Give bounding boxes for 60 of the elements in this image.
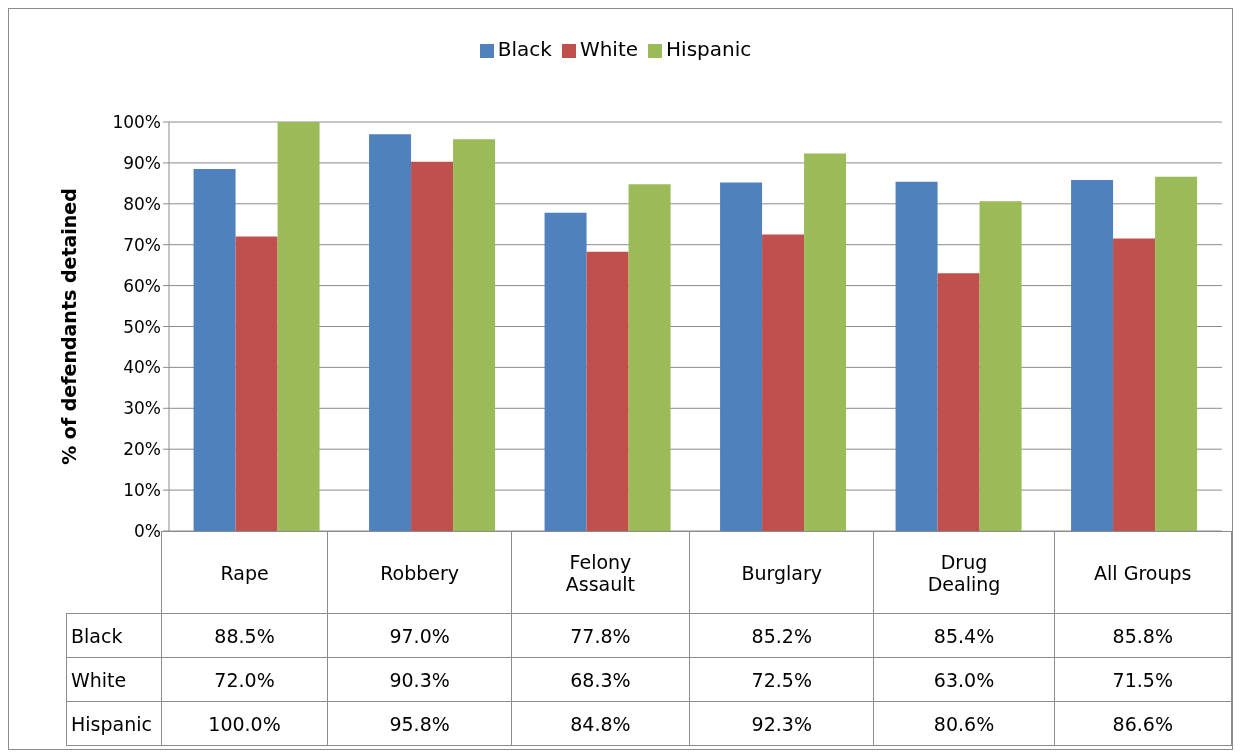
data-label: 77.8% — [511, 613, 690, 658]
x-tick-label: Felony Assault — [511, 531, 690, 614]
x-tick-label: All Groups — [1054, 531, 1232, 614]
bar — [544, 212, 587, 531]
bar — [979, 201, 1022, 531]
y-tick-label: 80% — [123, 193, 161, 214]
bar — [628, 184, 671, 531]
data-label: 92.3% — [689, 701, 874, 746]
x-tick-label: Rape — [161, 531, 328, 614]
y-tick-label: 0% — [134, 521, 161, 542]
data-label: 95.8% — [327, 701, 512, 746]
data-label: 85.2% — [689, 613, 874, 658]
y-tick-label: 30% — [123, 398, 161, 419]
bar — [804, 153, 847, 531]
bar — [453, 139, 496, 531]
bar — [235, 236, 278, 531]
data-label: 85.8% — [1054, 613, 1232, 658]
legend-label: Hispanic — [666, 37, 752, 61]
y-tick-label: 40% — [123, 357, 161, 378]
bar — [411, 161, 454, 531]
data-label: 84.8% — [511, 701, 690, 746]
data-label: 72.5% — [689, 657, 874, 702]
data-label: 90.3% — [327, 657, 512, 702]
data-label: 97.0% — [327, 613, 512, 658]
data-label: 88.5% — [161, 613, 328, 658]
data-label: 80.6% — [873, 701, 1055, 746]
y-tick-label: 70% — [123, 234, 161, 255]
data-label: 100.0% — [161, 701, 328, 746]
x-tick-label: Robbery — [327, 531, 512, 614]
bar — [720, 182, 763, 531]
bar — [1071, 180, 1114, 531]
y-tick-label: 10% — [123, 480, 161, 501]
x-tick-label: Burglary — [689, 531, 874, 614]
bar — [369, 134, 412, 531]
data-label: 86.6% — [1054, 701, 1232, 746]
legend-label: Black — [497, 37, 552, 61]
bar — [586, 251, 629, 531]
bar — [1113, 238, 1156, 531]
bar — [937, 273, 980, 531]
bar — [895, 181, 938, 531]
y-tick-label: 20% — [123, 439, 161, 460]
data-label: 72.0% — [161, 657, 328, 702]
text: Black — [71, 624, 123, 647]
text: Hispanic — [71, 712, 152, 735]
legend-label: White — [579, 37, 639, 61]
data-label: 85.4% — [873, 613, 1055, 658]
data-label: 71.5% — [1054, 657, 1232, 702]
bar — [762, 234, 805, 531]
x-tick-label: Drug Dealing — [873, 531, 1055, 614]
bar — [193, 169, 236, 531]
text: White — [71, 668, 127, 691]
data-label: 68.3% — [511, 657, 690, 702]
data-label: 63.0% — [873, 657, 1055, 702]
bar — [1155, 176, 1198, 531]
bar — [277, 122, 320, 531]
y-tick-label: 60% — [123, 275, 161, 296]
y-tick-label: 50% — [123, 316, 161, 337]
y-tick-label: 100% — [112, 112, 161, 133]
y-tick-label: 90% — [123, 152, 161, 173]
y-axis-title: % of defendants detained — [57, 188, 80, 465]
